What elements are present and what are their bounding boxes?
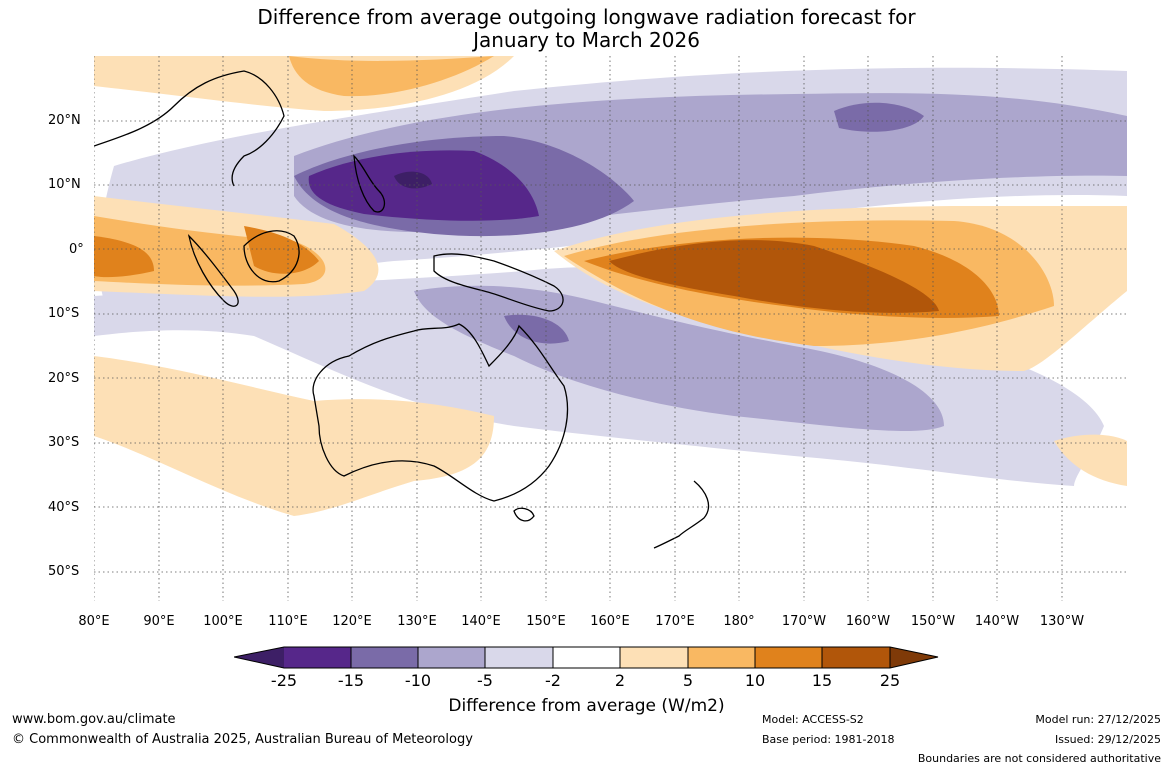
tasmania-outline: [513, 507, 535, 522]
anomaly-plus2-tasman-east: [1054, 434, 1127, 486]
footer-base-period: Base period: 1981-2018: [762, 733, 895, 746]
new-guinea-outline: [433, 253, 564, 312]
lon-label-150e: 150°E: [526, 614, 566, 629]
lat-label-30s: 30°S: [48, 435, 80, 450]
footer-boundaries-note: Boundaries are not considered authoritat…: [917, 752, 1161, 765]
colorbar-swatch-minus15: [351, 647, 418, 668]
footer-url[interactable]: www.bom.gov.au/climate: [12, 712, 176, 727]
colorbar-swatch-plus15: [822, 647, 890, 668]
anomaly-plus10-borneo: [244, 226, 319, 274]
lat-label-20n: 20°N: [48, 113, 81, 128]
anomaly-minus10-hawaii: [834, 102, 924, 132]
colorbar-tick-plus10: 10: [744, 671, 766, 690]
australia-outline: [312, 323, 569, 502]
colorbar-tick-plus2: 2: [614, 671, 626, 690]
olr-anomaly-map: [94, 56, 1127, 601]
colorbar-tick-minus5: -5: [477, 671, 493, 690]
lat-label-10s: 10°S: [48, 306, 80, 321]
new-zealand-outline: [653, 480, 710, 549]
lon-label-140e: 140°E: [461, 614, 501, 629]
lon-label-160e: 160°E: [590, 614, 630, 629]
colorbar-swatch-minus5: [485, 647, 553, 668]
lon-label-170e: 170°E: [655, 614, 695, 629]
colorbar-label: Difference from average (W/m2): [448, 696, 725, 716]
lon-label-130w: 130°W: [1039, 614, 1085, 629]
lat-label-20s: 20°S: [48, 371, 80, 386]
coastlines: [94, 70, 710, 549]
colorbar-tick-minus10: -10: [404, 671, 432, 690]
sumatra-outline: [187, 234, 239, 307]
anomaly-plus5-north: [289, 56, 494, 97]
lon-label-90e: 90°E: [143, 614, 175, 629]
lon-label-160w: 160°W: [845, 614, 891, 629]
lon-label-170w: 170°W: [781, 614, 827, 629]
anomaly-minus10-coral-sea: [504, 314, 569, 344]
lon-label-180: 180°: [723, 614, 755, 629]
colorbar-tick-minus15: -15: [337, 671, 365, 690]
footer-model: Model: ACCESS-S2: [762, 713, 864, 726]
anomaly-plus15-pacific: [609, 240, 939, 313]
footer-model-run: Model run: 27/12/2025: [1035, 713, 1161, 726]
lon-label-100e: 100°E: [203, 614, 243, 629]
colorbar-swatch-high-extend: [890, 647, 938, 668]
lon-label-120e: 120°E: [332, 614, 372, 629]
graticule: [94, 56, 1127, 601]
colorbar-swatch-minus2: [553, 647, 620, 668]
colorbar-tick-minus25: -25: [270, 671, 298, 690]
philippines-outline: [353, 154, 386, 213]
lat-label-40s: 40°S: [48, 500, 80, 515]
lon-label-150w: 150°W: [910, 614, 956, 629]
anomaly-plus2-indian-south: [94, 356, 494, 516]
colorbar-swatch-plus5: [688, 647, 755, 668]
colorbar-swatch-minus25: [284, 647, 351, 668]
lon-label-130e: 130°E: [397, 614, 437, 629]
map-title-line1: Difference from average outgoing longwav…: [257, 5, 916, 29]
colorbar-swatch-low-extend: [234, 647, 284, 668]
lat-label-50s: 50°S: [48, 564, 80, 579]
colorbar-outline: [234, 646, 939, 669]
asia-coastline: [94, 70, 285, 187]
anomaly-plus10-indian: [94, 236, 154, 278]
colorbar-tick-plus5: 5: [682, 671, 694, 690]
lat-label-equator: 0°: [69, 242, 84, 257]
lon-label-110e: 110°E: [268, 614, 308, 629]
lat-label-10n: 10°N: [48, 177, 81, 192]
footer-copyright: © Commonwealth of Australia 2025, Austra…: [12, 732, 473, 747]
colorbar-tick-minus2: -2: [545, 671, 561, 690]
borneo-outline: [243, 230, 300, 283]
colorbar: [234, 646, 939, 669]
lon-label-140w: 140°W: [974, 614, 1020, 629]
anomaly-minus25-core: [394, 171, 432, 189]
colorbar-tick-plus15: 15: [811, 671, 833, 690]
lon-label-80e: 80°E: [78, 614, 110, 629]
footer-issued: Issued: 29/12/2025: [1054, 733, 1161, 746]
colorbar-tick-plus25: 25: [879, 671, 901, 690]
colorbar-swatch-plus10: [755, 647, 822, 668]
colorbar-swatch-plus2: [620, 647, 688, 668]
map-title-line2: January to March 2026: [473, 28, 700, 52]
positive-anomaly-fields: [94, 56, 1127, 516]
colorbar-swatch-minus10: [418, 647, 485, 668]
